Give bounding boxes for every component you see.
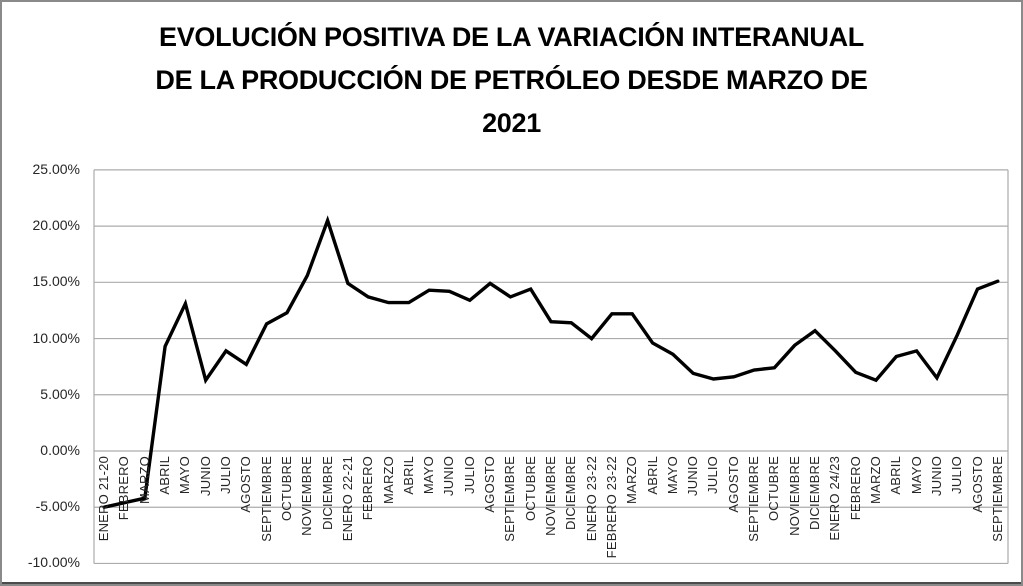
x-axis-tick-label: JUNIO bbox=[928, 456, 944, 496]
x-axis-tick-label: FEBRERO bbox=[847, 456, 863, 521]
x-axis-tick-label: SEPTIEMBRE bbox=[989, 456, 1005, 542]
x-axis-tick-label: MAYO bbox=[908, 456, 924, 495]
chart-title-line-3: 2021 bbox=[482, 108, 541, 138]
chart-title-line-2: DE LA PRODUCCIÓN DE PETRÓLEO DESDE MARZO… bbox=[155, 65, 868, 95]
x-axis-tick-label: JUNIO bbox=[685, 456, 701, 496]
x-axis-tick-label: MAYO bbox=[177, 456, 193, 495]
x-axis-tick-label: SEPTIEMBRE bbox=[746, 456, 762, 542]
x-axis-tick-label: DICIEMBRE bbox=[319, 456, 335, 531]
y-axis-tick-label: 10.00% bbox=[32, 329, 80, 346]
x-axis-tick-label: MARZO bbox=[624, 456, 640, 504]
x-axis-tick-label: DICIEMBRE bbox=[563, 456, 579, 531]
y-axis-tick-label: -10.00% bbox=[27, 554, 80, 571]
x-axis-tick-label: SEPTIEMBRE bbox=[258, 456, 274, 542]
x-axis-tick-label: ABRIL bbox=[400, 456, 416, 495]
x-axis-tick-label: ENERO 22-21 bbox=[339, 456, 355, 542]
x-axis-tick-label: ENERO 23-22 bbox=[583, 456, 599, 542]
x-axis-tick-label: NOVIEMBRE bbox=[786, 456, 802, 536]
x-axis-tick-label: FEBRERO bbox=[116, 456, 132, 521]
x-axis-tick-label: FEBRERO 23-22 bbox=[603, 456, 619, 559]
x-axis-tick-label: FEBRERO bbox=[360, 456, 376, 521]
x-axis-tick-label: OCTUBRE bbox=[278, 456, 294, 521]
x-axis-tick-label: ABRIL bbox=[888, 456, 904, 495]
y-axis-tick-label: 5.00% bbox=[40, 385, 80, 402]
x-axis-tick-label: JULIO bbox=[949, 456, 965, 494]
x-axis-tick-label: JULIO bbox=[705, 456, 721, 494]
x-axis-tick-label: AGOSTO bbox=[482, 456, 498, 513]
x-axis-tick-label: JULIO bbox=[461, 456, 477, 494]
x-axis-tick-label: ENERO 21-20 bbox=[96, 456, 112, 542]
x-axis-tick-label: NOVIEMBRE bbox=[543, 456, 558, 536]
x-axis-tick-label: AGOSTO bbox=[725, 456, 741, 513]
x-axis-tick-label: JULIO bbox=[218, 456, 234, 494]
x-axis-tick-label: JUNIO bbox=[441, 456, 457, 496]
x-axis-tick-label: ENERO 24/23 bbox=[827, 456, 843, 541]
y-axis-tick-label: 20.00% bbox=[32, 217, 80, 234]
x-axis-tick-label: OCTUBRE bbox=[522, 456, 538, 521]
chart-title-line-1: EVOLUCIÓN POSITIVA DE LA VARIACIÓN INTER… bbox=[158, 22, 865, 52]
x-axis-tick-label: MARZO bbox=[136, 456, 152, 504]
x-axis-tick-label: NOVIEMBRE bbox=[299, 456, 315, 536]
x-axis-tick-label: ABRIL bbox=[157, 456, 173, 495]
y-axis-tick-label: 25.00% bbox=[32, 160, 80, 177]
x-axis-tick-label: JUNIO bbox=[197, 456, 213, 496]
x-axis-tick-label: DICIEMBRE bbox=[807, 456, 823, 531]
chart-title: EVOLUCIÓN POSITIVA DE LA VARIACIÓN INTER… bbox=[60, 16, 963, 145]
y-axis-tick-label: -5.00% bbox=[35, 498, 80, 515]
x-axis-tick-label: MARZO bbox=[380, 456, 396, 504]
x-axis-tick-label: MAYO bbox=[664, 456, 680, 495]
x-axis-tick-label: MAYO bbox=[421, 456, 437, 495]
x-axis-tick-label: ABRIL bbox=[644, 456, 660, 495]
x-axis-tick-label: AGOSTO bbox=[238, 456, 254, 513]
data-series-line bbox=[102, 215, 1000, 509]
y-axis-tick-label: 15.00% bbox=[32, 273, 80, 290]
x-axis-tick-label: MARZO bbox=[867, 456, 883, 504]
x-axis-tick-label: AGOSTO bbox=[969, 456, 985, 513]
x-axis-tick-label: OCTUBRE bbox=[766, 456, 782, 521]
x-axis-tick-label: SEPTIEMBRE bbox=[502, 456, 518, 542]
y-axis-tick-label: 0.00% bbox=[40, 442, 80, 458]
